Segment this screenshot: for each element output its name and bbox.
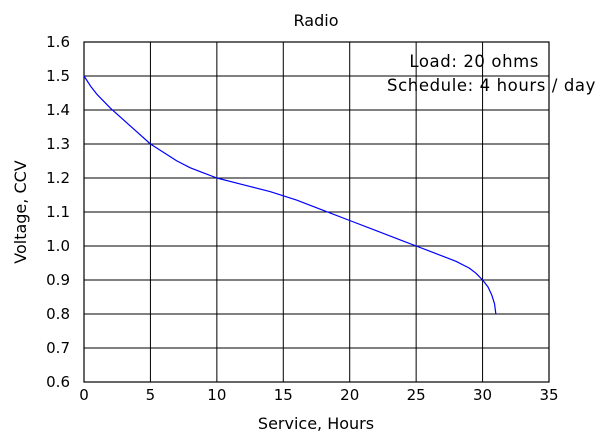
annotation-load: Load: 20 ohms	[409, 52, 539, 71]
y-tick-label: 1.5	[46, 67, 70, 85]
chart-title: Radio	[294, 11, 339, 30]
x-tick-label: 5	[146, 386, 156, 404]
plot-frame	[83, 41, 550, 383]
x-tick-label: 10	[207, 386, 226, 404]
x-axis-label: Service, Hours	[258, 414, 374, 433]
y-axis-label: Voltage, CCV	[11, 160, 30, 264]
y-tick-label: 0.7	[46, 339, 70, 357]
x-tick-label: 15	[274, 386, 293, 404]
y-tick-labels: 0.6 0.7 0.8 0.9 1.0 1.1 1.2 1.3 1.4 1.5 1.6	[46, 33, 70, 391]
annotation-schedule: Schedule: 4 hours / day	[387, 76, 596, 95]
y-tick-label: 0.9	[46, 271, 70, 289]
series-line	[83, 75, 497, 315]
y-tick-label: 1.4	[46, 101, 70, 119]
y-tick-label: 1.2	[46, 169, 70, 187]
y-tick-label: 0.8	[46, 305, 70, 323]
x-tick-labels: 0 5 10 15 20 25 30 35	[79, 386, 558, 404]
series-layer	[83, 75, 497, 315]
x-tick-label: 20	[340, 386, 359, 404]
grid	[84, 42, 549, 382]
y-tick-label: 1.0	[46, 237, 70, 255]
x-tick-label: 25	[407, 386, 426, 404]
x-tick-label: 0	[79, 386, 89, 404]
y-tick-label: 1.6	[46, 33, 70, 51]
y-tick-label: 0.6	[46, 373, 70, 391]
y-tick-label: 1.3	[46, 135, 70, 153]
y-tick-label: 1.1	[46, 203, 70, 221]
x-tick-label: 35	[539, 386, 558, 404]
x-tick-label: 30	[473, 386, 492, 404]
